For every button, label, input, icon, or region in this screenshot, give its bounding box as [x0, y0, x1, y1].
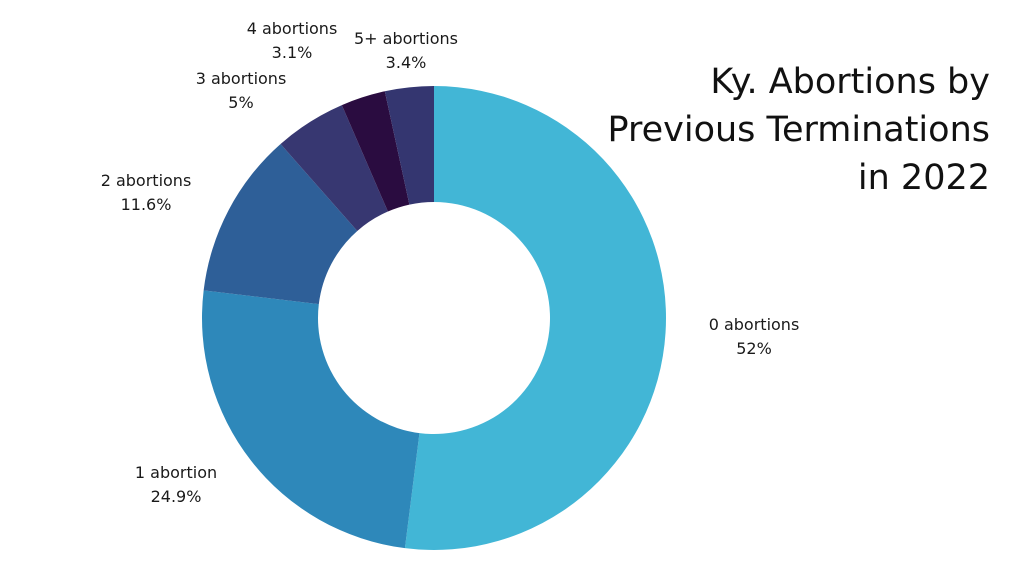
donut-slice-5	[384, 86, 434, 205]
slice-label-5: 5+ abortions 3.4%	[354, 29, 458, 72]
chart-title-line-2: Previous Terminations	[607, 110, 990, 150]
slice-label-value-5: 3.4%	[386, 53, 427, 72]
slice-label-category-1: 1 abortion	[135, 463, 217, 482]
slice-label-category-3: 3 abortions	[196, 69, 287, 88]
slice-label-category-0: 0 abortions	[709, 315, 800, 334]
slice-label-2: 2 abortions 11.6%	[101, 171, 192, 214]
slice-label-value-4: 3.1%	[272, 43, 313, 62]
slice-label-3: 3 abortions 5%	[196, 69, 287, 112]
donut-slice-1	[202, 290, 420, 549]
slice-label-value-1: 24.9%	[151, 487, 202, 506]
slice-label-0: 0 abortions 52%	[709, 315, 800, 358]
slice-label-value-2: 11.6%	[121, 195, 172, 214]
slice-label-category-2: 2 abortions	[101, 171, 192, 190]
slice-label-category-5: 5+ abortions	[354, 29, 458, 48]
slice-label-4: 4 abortions 3.1%	[247, 19, 338, 62]
slice-label-1: 1 abortion 24.9%	[135, 463, 217, 506]
donut-slice-2	[203, 143, 358, 305]
slice-label-value-3: 5%	[228, 93, 253, 112]
slice-label-category-4: 4 abortions	[247, 19, 338, 38]
donut-slice-0	[404, 86, 667, 550]
slice-label-value-0: 52%	[736, 339, 772, 358]
chart-title-line-3: in 2022	[857, 158, 990, 198]
donut-slice-3	[280, 105, 388, 231]
donut-slice-4	[341, 91, 410, 212]
chart-title-line-1: Ky. Abortions by	[710, 62, 990, 102]
chart-title: Ky. Abortions by Previous Terminations i…	[570, 58, 990, 202]
